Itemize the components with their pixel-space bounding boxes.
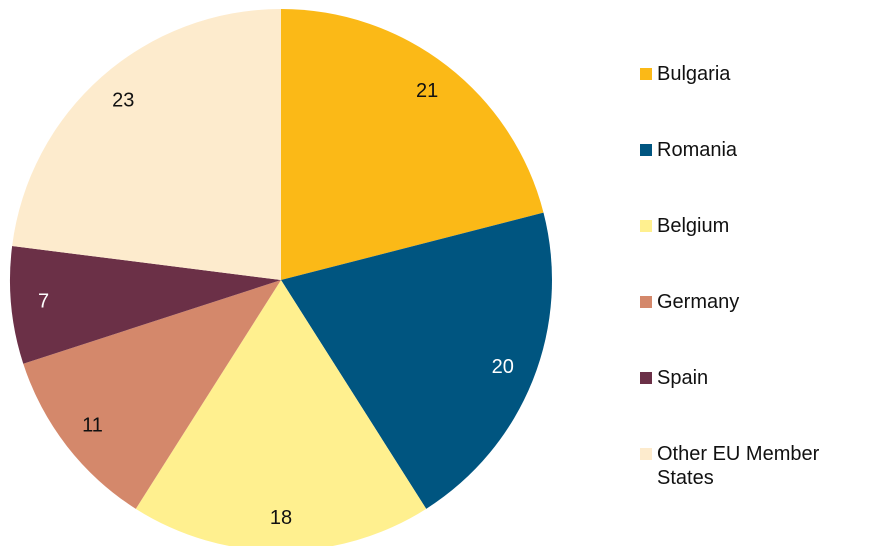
legend-label: Other EU Member States bbox=[657, 443, 820, 489]
pie-slice bbox=[12, 9, 282, 280]
legend-item: Belgium bbox=[640, 214, 865, 290]
pie-slice bbox=[135, 280, 427, 546]
legend-swatch bbox=[640, 372, 652, 384]
chart: 21 20 18 11 7 23 bbox=[10, 9, 552, 546]
legend-item: Bulgaria bbox=[640, 62, 865, 138]
legend-item: Spain bbox=[640, 366, 865, 442]
legend-item: Other EU Member States bbox=[640, 442, 865, 518]
legend-swatch bbox=[640, 296, 652, 308]
legend-label: Belgium bbox=[657, 215, 730, 237]
data-label: 11 bbox=[82, 414, 103, 436]
legend: Bulgaria Romania Belgium Germany Spain Other … bbox=[640, 62, 865, 518]
legend-label: Spain bbox=[657, 367, 709, 389]
data-label: 7 bbox=[38, 291, 49, 313]
data-label: 18 bbox=[270, 507, 292, 529]
legend-swatch bbox=[640, 448, 652, 460]
legend-swatch bbox=[640, 144, 652, 156]
data-label: 23 bbox=[112, 89, 134, 111]
pie-slice bbox=[281, 212, 552, 509]
data-label: 20 bbox=[492, 356, 514, 378]
pie-slice bbox=[281, 9, 544, 280]
legend-item: Romania bbox=[640, 138, 865, 214]
data-label: 21 bbox=[416, 80, 438, 102]
legend-item: Germany bbox=[640, 290, 865, 366]
legend-label: Germany bbox=[657, 291, 740, 313]
legend-label: Romania bbox=[657, 139, 738, 161]
pie-slice bbox=[10, 246, 282, 364]
legend-label: Bulgaria bbox=[657, 63, 731, 85]
legend-swatch bbox=[640, 68, 652, 80]
legend-swatch bbox=[640, 220, 652, 232]
pie-slice bbox=[23, 280, 282, 509]
